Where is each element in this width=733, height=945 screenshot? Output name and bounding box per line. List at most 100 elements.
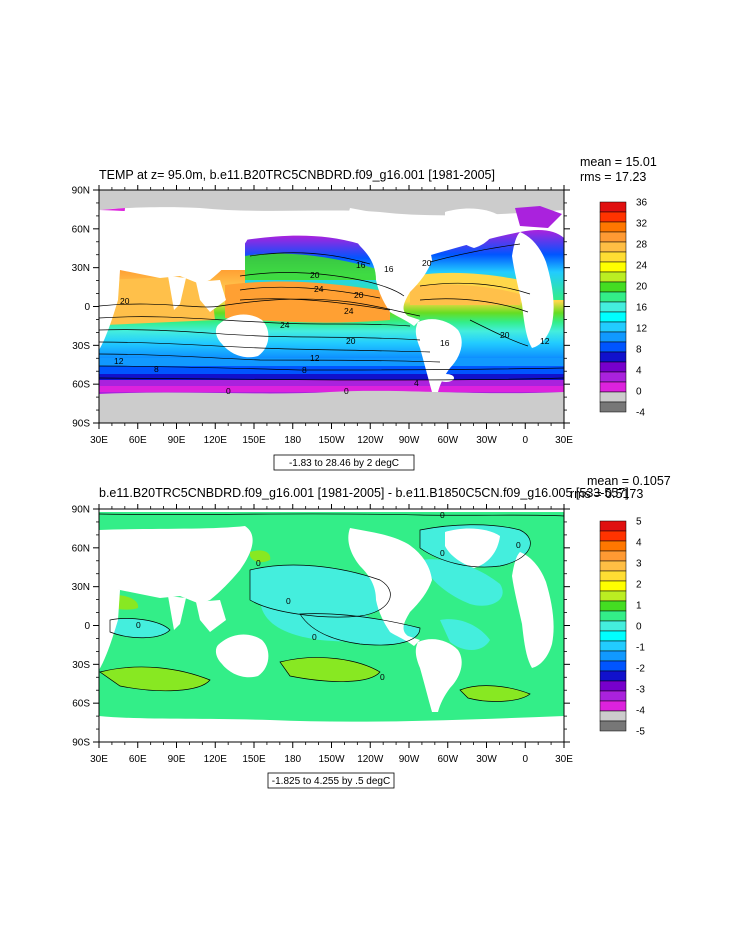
x-tick-label: 60W [437,435,458,446]
x-tick-label: 180 [284,754,301,765]
y-tick-label: 60S [72,380,90,391]
colorbar-swatch [599,710,627,722]
contour-label: 20 [354,290,364,300]
panel-1-footer: -1.83 to 28.46 by 2 degC [289,458,399,469]
panel-1-contours [99,243,564,381]
contour-label: 0 [516,540,521,550]
y-tick-label: 0 [84,621,90,632]
x-tick-label: 60W [437,754,458,765]
panel-2-colorbar: 5 4 3 2 1 0 -1 -2 -3 -4 -5 [599,517,645,738]
colorbar-label: -5 [636,727,645,738]
panel-1-axes: 30E 60E 90E 120E 150E 180 150W 120W 90W 60W 30W 0 30… [72,185,573,446]
colorbar-label: 5 [636,517,642,528]
colorbar-swatch [599,321,627,333]
contour-label: 8 [302,365,307,375]
panel-2-land [99,526,554,712]
colorbar-label: 4 [636,366,642,377]
colorbar-swatch [599,580,627,592]
contour-label: 20 [422,258,432,268]
x-tick-label: 90E [168,754,186,765]
panel-1-contour-labels: 20 24 16 20 24 20 20 12 12 20 24 16 12 8… [114,258,550,396]
contour-label: 16 [356,260,366,270]
panel-2-axes: 30E 60E 90E 120E 150E 180 150W 120W 90W 60W 30W 0 30… [72,504,573,765]
colorbar-label: 20 [636,282,648,293]
colorbar-swatch [599,680,627,692]
contour-label: 16 [384,264,394,274]
contour-label: 20 [500,330,510,340]
colorbar-swatch [599,371,627,383]
colorbar-swatch [599,221,627,233]
x-tick-label: 90E [168,435,186,446]
colorbar-swatch [599,540,627,552]
colorbar-label: 8 [636,345,642,356]
contour-label: 4 [414,378,419,388]
colorbar-swatch [599,640,627,652]
colorbar-label: 36 [636,198,648,209]
y-tick-label: 60S [72,699,90,710]
panel-2-map: 0 0 0 0 0 0 0 0 [99,509,564,742]
contour-label: 0 [286,596,291,606]
contour-label: 0 [380,672,385,682]
colorbar-label: 3 [636,559,642,570]
x-tick-label: 60E [129,754,147,765]
x-tick-label: 0 [522,435,528,446]
colorbar-swatch [599,381,627,393]
panel-1-title: TEMP at z= 95.0m, b.e11.B20TRC5CNBDRD.f0… [99,168,495,182]
y-tick-label: 90N [72,186,90,197]
y-tick-label: 90S [72,419,90,430]
x-tick-label: 150E [242,754,266,765]
x-tick-label: 120W [357,435,384,446]
panel-2: b.e11.B20TRC5CNBDRD.f09_g16.001 [1981-20… [72,474,671,789]
contour-label: 8 [154,364,159,374]
colorbar-swatch [599,700,627,712]
y-tick-label: 60N [72,543,90,554]
panel-1-rms: rms = 17.23 [580,170,646,184]
panel-1-map: 20 24 16 20 24 20 20 12 12 20 24 16 12 8… [99,190,564,423]
colorbar-swatch [599,650,627,662]
colorbar-swatch [599,301,627,313]
colorbar-label: 24 [636,261,648,272]
x-tick-label: 0 [522,754,528,765]
y-tick-label: 90N [72,505,90,516]
panel-1-mean: mean = 15.01 [580,155,657,169]
colorbar-swatch [599,311,627,323]
contour-label: 24 [280,320,290,330]
y-tick-label: 90S [72,738,90,749]
x-tick-label: 150W [318,754,345,765]
contour-label: 20 [120,296,130,306]
contour-label: 0 [226,386,231,396]
colorbar-swatch [599,281,627,293]
x-tick-label: 30E [555,754,573,765]
x-tick-label: 30E [90,754,108,765]
colorbar-label: -4 [636,408,645,419]
panel-2-rms: rms = 0.5173 [570,487,643,501]
panel-2-footer: -1.825 to 4.255 by .5 degC [272,776,390,787]
colorbar-swatch [599,341,627,353]
y-tick-label: 0 [84,302,90,313]
contour-label: 12 [540,336,550,346]
colorbar-swatch [599,520,627,532]
y-tick-label: 30S [72,341,90,352]
contour-label: 0 [256,558,261,568]
colorbar-swatch [599,590,627,602]
colorbar-label: -1 [636,643,645,654]
x-tick-label: 120E [204,435,228,446]
colorbar-swatch [599,570,627,582]
colorbar-swatch [599,361,627,373]
colorbar-label: 12 [636,324,648,335]
contour-label: 16 [440,338,450,348]
colorbar-label: -4 [636,706,645,717]
x-tick-label: 180 [284,435,301,446]
colorbar-swatch [599,560,627,572]
colorbar-swatch [599,201,627,213]
colorbar-swatch [599,211,627,223]
colorbar-swatch [599,331,627,343]
x-tick-label: 30E [90,435,108,446]
colorbar-label: 1 [636,601,642,612]
x-tick-label: 150W [318,435,345,446]
panel-2-mean: mean = 0.1057 [587,474,671,488]
contour-label: 0 [440,510,445,520]
x-tick-label: 60E [129,435,147,446]
colorbar-label: 2 [636,580,642,591]
